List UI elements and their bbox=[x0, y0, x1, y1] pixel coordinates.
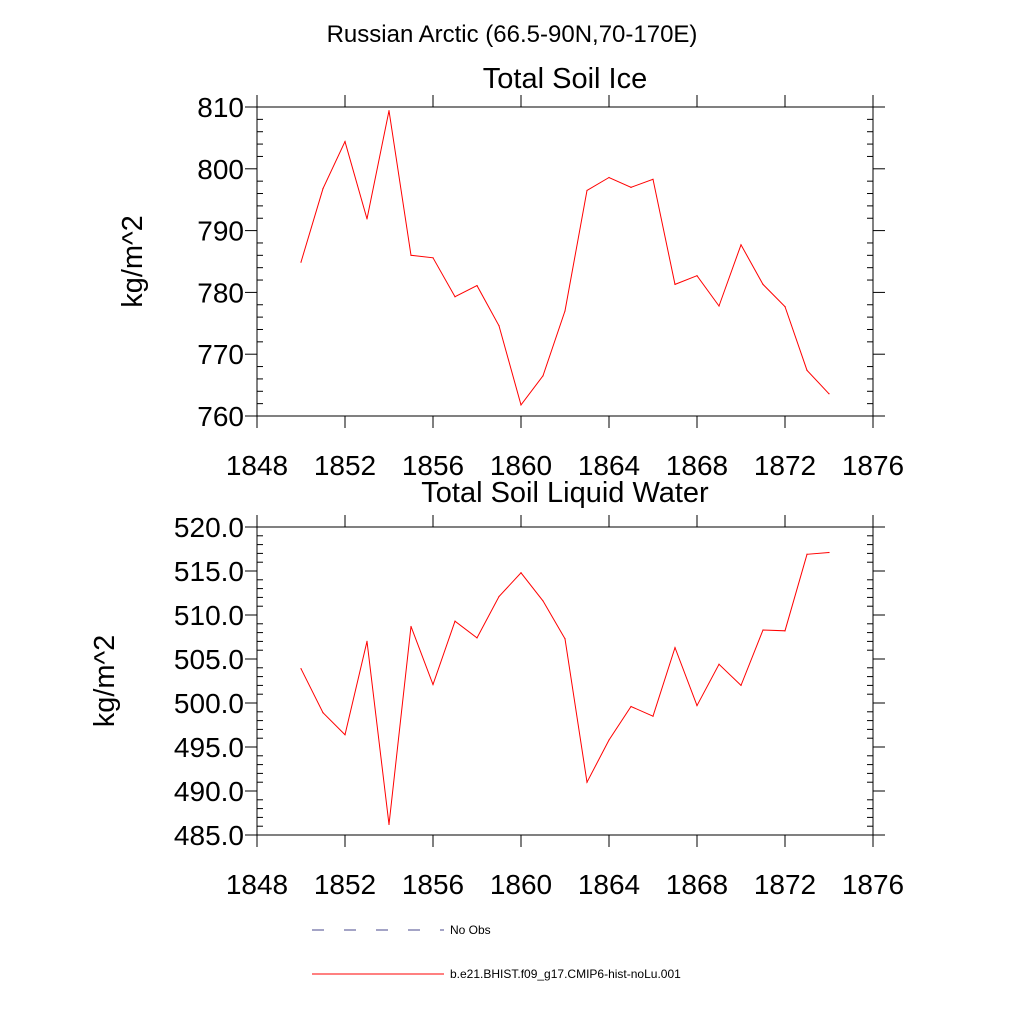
data-point bbox=[388, 110, 390, 112]
data-point bbox=[740, 244, 742, 246]
panel-total-soil-liquid-water: Total Soil Liquid Water 485.0 490.0 495.0 50… bbox=[89, 477, 904, 900]
data-point bbox=[586, 781, 588, 783]
x-tick-label: 1848 bbox=[226, 450, 288, 481]
data-point bbox=[630, 186, 632, 188]
data-point bbox=[454, 620, 456, 622]
x-tick-label: 1860 bbox=[490, 869, 552, 900]
data-point bbox=[652, 715, 654, 717]
x-tick-label: 1876 bbox=[842, 869, 904, 900]
data-point bbox=[586, 189, 588, 192]
panel-title: Total Soil Liquid Water bbox=[421, 477, 709, 509]
data-point bbox=[366, 218, 368, 220]
data-point bbox=[564, 310, 566, 312]
x-tick-label: 1864 bbox=[578, 869, 640, 900]
data-point bbox=[762, 283, 764, 285]
x-tick-label: 1868 bbox=[666, 869, 728, 900]
data-point bbox=[608, 176, 610, 179]
x-tick-label: 1848 bbox=[226, 869, 288, 900]
data-point bbox=[740, 684, 742, 687]
data-point bbox=[674, 646, 676, 649]
data-point bbox=[476, 285, 478, 287]
y-tick-label: 490.0 bbox=[174, 776, 244, 807]
data-point bbox=[718, 663, 720, 665]
panel-title: Total Soil Ice bbox=[483, 63, 647, 95]
data-point bbox=[784, 630, 786, 632]
data-point bbox=[828, 393, 830, 395]
data-point bbox=[432, 257, 434, 259]
data-point bbox=[762, 629, 764, 631]
series-line bbox=[300, 552, 830, 825]
x-tick-label: 1860 bbox=[490, 450, 552, 481]
data-point bbox=[366, 640, 368, 643]
data-point bbox=[520, 572, 522, 574]
plot-frame bbox=[256, 526, 874, 836]
data-point bbox=[410, 254, 412, 256]
legend-label-no-obs: No Obs bbox=[450, 923, 491, 937]
x-tick-label: 1876 bbox=[842, 450, 904, 481]
data-point bbox=[630, 705, 632, 708]
x-tick-label: 1856 bbox=[402, 869, 464, 900]
x-tick-label: 1872 bbox=[754, 450, 816, 481]
y-tick-label: 510.0 bbox=[174, 600, 244, 631]
data-point bbox=[432, 683, 434, 686]
x-tick-label: 1856 bbox=[402, 450, 464, 481]
data-point bbox=[344, 141, 346, 143]
y-axis-label: kg/m^2 bbox=[89, 635, 121, 728]
data-point bbox=[322, 712, 324, 714]
y-tick-label: 485.0 bbox=[174, 820, 244, 851]
data-point bbox=[322, 187, 324, 190]
data-point bbox=[520, 404, 522, 406]
panel-total-soil-ice: Total Soil Ice 760 770 780 790 800 810 1848 1852… bbox=[117, 63, 904, 481]
data-point bbox=[608, 739, 610, 741]
series-line bbox=[300, 110, 830, 407]
data-point bbox=[718, 305, 720, 307]
data-point bbox=[344, 734, 346, 736]
data-point bbox=[696, 705, 698, 707]
data-point bbox=[498, 325, 500, 327]
y-tick-label: 810 bbox=[197, 92, 244, 123]
legend: No Obs b.e21.BHIST.f09_g17.CMIP6-hist-no… bbox=[312, 923, 681, 981]
x-tick-label: 1852 bbox=[314, 450, 376, 481]
y-tick-label: 790 bbox=[197, 216, 244, 247]
y-tick-label: 780 bbox=[197, 277, 244, 308]
y-tick-label: 505.0 bbox=[174, 644, 244, 675]
legend-label-model-run: b.e21.BHIST.f09_g17.CMIP6-hist-noLu.001 bbox=[450, 967, 681, 981]
y-tick-label: 760 bbox=[197, 401, 244, 432]
data-point bbox=[674, 283, 676, 285]
y-tick-label: 800 bbox=[197, 154, 244, 185]
data-point bbox=[652, 178, 654, 180]
figure-title: Russian Arctic (66.5-90N,70-170E) bbox=[327, 21, 698, 48]
data-point bbox=[410, 625, 412, 628]
data-point bbox=[806, 553, 808, 555]
plot-frame bbox=[256, 106, 874, 417]
data-point bbox=[564, 638, 566, 640]
x-tick-label: 1852 bbox=[314, 869, 376, 900]
y-tick-label: 495.0 bbox=[174, 732, 244, 763]
x-tick-label: 1868 bbox=[666, 450, 728, 481]
data-point bbox=[784, 306, 786, 308]
y-tick-label: 520.0 bbox=[174, 512, 244, 543]
data-point bbox=[300, 261, 302, 263]
data-point bbox=[300, 668, 302, 670]
data-point bbox=[806, 369, 808, 371]
data-point bbox=[828, 551, 830, 554]
x-tick-label: 1864 bbox=[578, 450, 640, 481]
x-tick-label: 1872 bbox=[754, 869, 816, 900]
y-axis-label: kg/m^2 bbox=[117, 215, 149, 308]
data-point bbox=[542, 375, 544, 377]
data-point bbox=[498, 595, 500, 598]
y-tick-label: 500.0 bbox=[174, 688, 244, 719]
data-point bbox=[454, 296, 456, 298]
y-tick-label: 515.0 bbox=[174, 556, 244, 587]
data-point bbox=[388, 823, 390, 826]
data-point bbox=[696, 275, 698, 277]
y-tick-label: 770 bbox=[197, 339, 244, 370]
data-point bbox=[542, 600, 544, 602]
data-point bbox=[476, 637, 478, 639]
